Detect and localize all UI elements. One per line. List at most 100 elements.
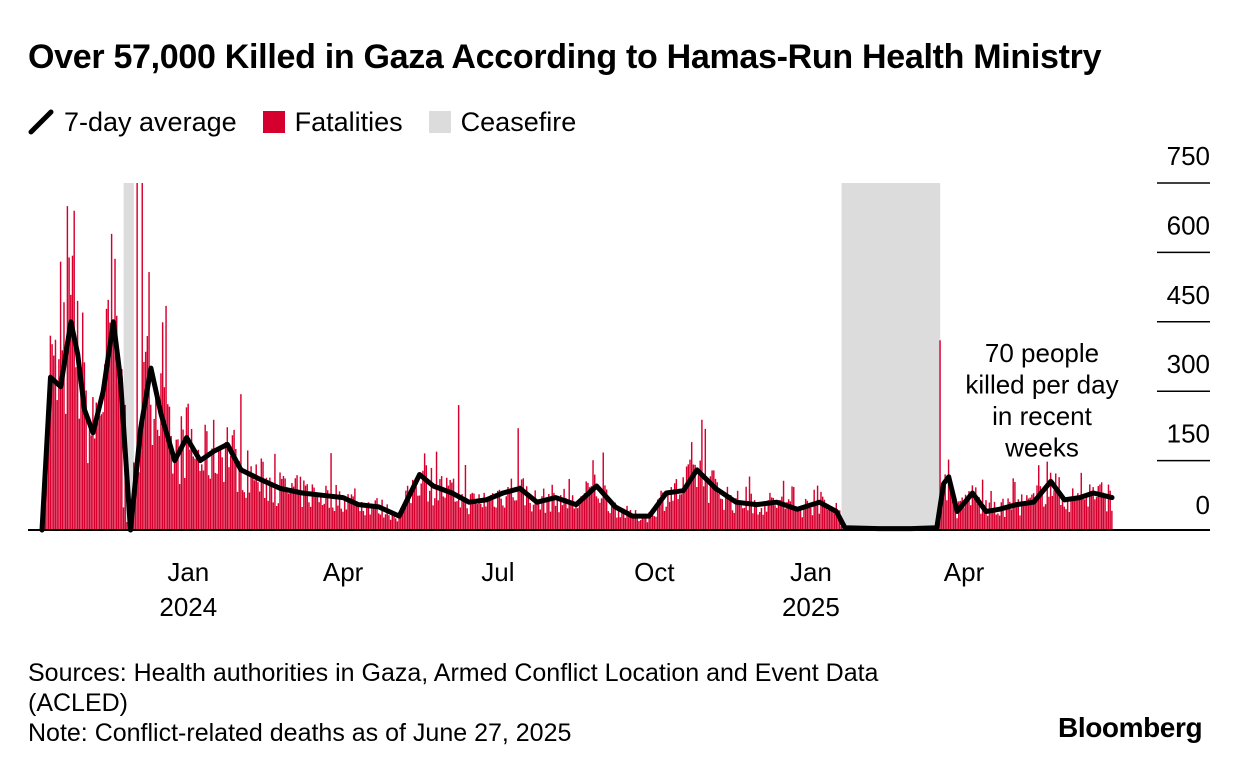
y-tick-label: 600 [1167, 210, 1210, 240]
fatality-bar [772, 497, 775, 530]
fatality-bar [250, 466, 252, 530]
fatality-bar [187, 403, 189, 530]
fatality-bar [702, 486, 705, 530]
fatality-bar [1046, 461, 1048, 530]
fatality-bar [689, 459, 691, 530]
annotation-text: 70 people [985, 338, 1099, 368]
fatality-bar [408, 492, 411, 530]
fatality-bar [832, 509, 834, 530]
fatality-bar [88, 417, 91, 530]
fatality-bar [941, 506, 943, 530]
fatality-bar [740, 504, 742, 530]
sources-note: Sources: Health authorities in Gaza, Arm… [28, 659, 879, 717]
fatality-bar [1092, 487, 1094, 530]
fatality-bar [706, 477, 708, 530]
fatality-bar [1099, 484, 1101, 530]
fatality-bar [189, 449, 191, 530]
fatality-bar [1094, 499, 1096, 530]
fatality-bar [515, 500, 518, 530]
fatality-bar [491, 493, 494, 530]
fatality-bar [588, 487, 591, 530]
fatality-bar [439, 479, 441, 530]
fatality-bar [429, 490, 431, 530]
fatality-bar [638, 521, 640, 530]
fatality-bar [58, 359, 60, 530]
fatality-bar [367, 502, 370, 530]
fatality-bar [313, 487, 315, 530]
fatality-bar [209, 478, 212, 530]
y-tick-label: 750 [1167, 141, 1210, 171]
fatality-bar [286, 487, 288, 530]
fatality-bar [1027, 498, 1030, 530]
fatality-bar [531, 511, 533, 530]
fatality-bar [536, 501, 538, 530]
fatality-bar [204, 424, 206, 530]
fatality-bar [505, 496, 507, 530]
fatality-bar [655, 516, 657, 530]
fatality-bar [776, 507, 778, 530]
fatality-bar [607, 511, 610, 530]
fatality-bar [115, 315, 118, 530]
fatality-bar [988, 502, 991, 530]
fatality-bar [437, 500, 439, 530]
fatality-bar [810, 507, 812, 530]
fatality-bar [292, 486, 295, 530]
fatality-bar [714, 478, 717, 530]
fatality-bar [403, 508, 405, 530]
fatality-bar [81, 312, 84, 530]
fatality-bar [670, 487, 673, 530]
fatality-bar [427, 501, 429, 530]
fatality-bar [493, 506, 496, 530]
fatality-bar [956, 518, 958, 530]
fatality-bar [369, 514, 371, 530]
fatality-bar [502, 505, 504, 530]
fatality-bar [677, 499, 679, 530]
fatality-bar [697, 474, 700, 530]
fatality-bar [56, 400, 58, 530]
fatality-bar [270, 485, 273, 530]
fatality-bar [585, 481, 587, 530]
fatality-bar [539, 509, 542, 530]
fatality-bar [713, 470, 715, 530]
fatality-bar [486, 497, 489, 530]
fatality-bar [483, 492, 485, 530]
fatality-bar [575, 506, 577, 530]
fatality-bar [1089, 484, 1091, 530]
fatality-bar [216, 473, 218, 530]
y-tick-label: 450 [1167, 280, 1210, 310]
fatality-bar [820, 491, 822, 530]
fatality-bar [398, 514, 400, 530]
fatality-bar [168, 406, 171, 530]
fatality-bar [144, 351, 147, 530]
fatality-bar [641, 518, 644, 530]
fatality-bar [648, 512, 650, 530]
fatality-bar [360, 502, 363, 530]
fatality-bar [269, 477, 271, 530]
fatality-bar [326, 490, 329, 530]
fatality-bar [100, 414, 103, 530]
fatality-bar [565, 497, 567, 530]
fatality-bar [558, 512, 560, 530]
fatality-bar [1111, 510, 1113, 530]
fatality-bar [143, 361, 145, 530]
fatality-bar [272, 502, 274, 530]
fatality-bar [257, 482, 259, 530]
line-swatch-icon [28, 109, 54, 135]
fatality-bar [583, 493, 586, 530]
fatality-bar [354, 488, 356, 530]
fatality-bar [432, 505, 434, 530]
fatality-bar [616, 517, 618, 530]
fatality-bar [136, 183, 138, 530]
fatality-bar [49, 335, 52, 530]
fatality-bar [719, 498, 722, 530]
fatality-bar [617, 506, 620, 530]
fatality-bar [160, 373, 162, 530]
fatality-bar [1020, 494, 1023, 530]
fatality-bar [299, 476, 302, 530]
y-tick-label: 0 [1196, 490, 1210, 520]
fatality-bar [975, 487, 977, 530]
fatality-bar [796, 511, 798, 530]
fatality-bar [789, 501, 792, 530]
fatality-bar [512, 497, 514, 530]
fatality-bar [563, 488, 565, 530]
